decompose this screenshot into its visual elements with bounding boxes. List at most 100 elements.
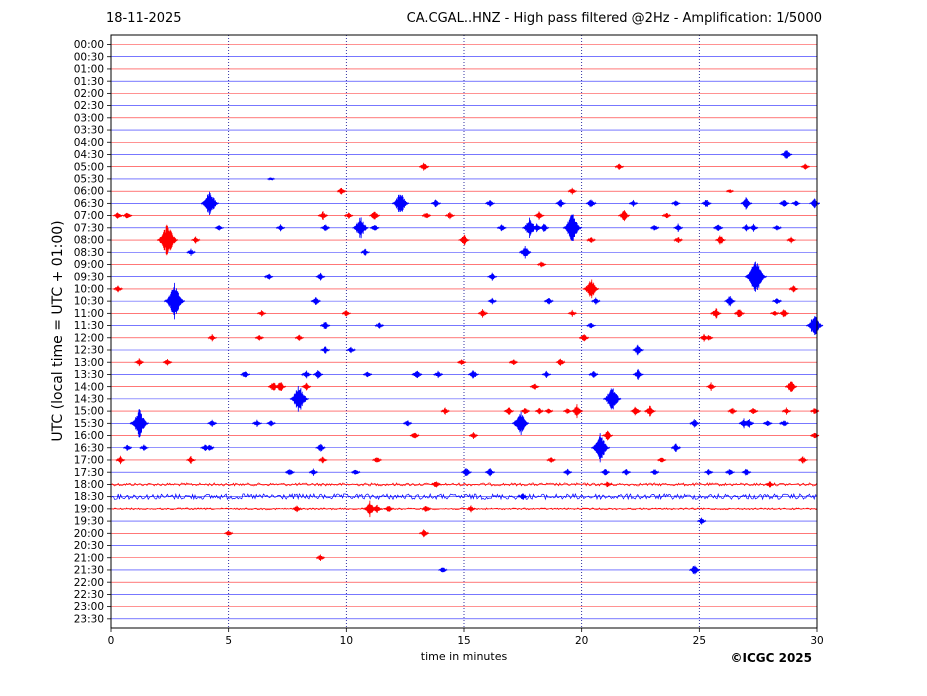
seismic-event (772, 225, 782, 231)
seismic-event (733, 309, 745, 318)
seismic-event (318, 456, 328, 464)
seismic-event (207, 334, 217, 342)
y-tick-label: 12:00 (74, 332, 104, 344)
seismic-event (320, 224, 330, 232)
y-tick-label: 08:00 (74, 235, 104, 247)
seismic-event (224, 531, 234, 536)
copyright-credit: ©ICGC 2025 (730, 651, 812, 665)
seismic-event (275, 224, 286, 232)
seismic-event (430, 481, 441, 488)
y-tick-label: 00:00 (74, 39, 104, 51)
seismic-event (458, 234, 470, 246)
seismic-event (689, 565, 701, 575)
y-tick-label: 22:30 (74, 589, 104, 601)
seismic-event (485, 200, 495, 207)
seismic-event (543, 297, 554, 305)
seismic-event (544, 408, 554, 414)
seismic-event (740, 197, 753, 210)
seismic-event (586, 322, 596, 329)
seismic-event (285, 469, 295, 476)
seismic-event (440, 407, 450, 415)
seismic-event (320, 346, 330, 354)
seismic-event (541, 370, 551, 378)
seismic-event (546, 457, 556, 463)
seismic-event (632, 368, 644, 380)
seismic-event (517, 493, 528, 500)
y-tick-label: 01:30 (74, 76, 104, 88)
seismic-event (531, 223, 543, 233)
y-tick-label: 20:00 (74, 528, 104, 540)
seismic-event (344, 212, 354, 219)
seismic-event (122, 444, 133, 451)
seismic-event (294, 334, 304, 341)
seismic-event (421, 505, 432, 512)
y-tick-label: 23:30 (74, 613, 104, 625)
x-axis-label: time in minutes (421, 650, 508, 663)
chart-date: 18-11-2025 (106, 11, 182, 26)
seismic-event (360, 248, 370, 256)
seismic-event (562, 408, 573, 414)
seismic-event (555, 199, 566, 208)
seismic-event (555, 358, 566, 366)
seismic-event (644, 405, 656, 417)
seismic-event (438, 567, 448, 573)
seismic-event (315, 554, 326, 562)
seismic-event (704, 335, 714, 341)
y-axis-label: UTC (local time = UTC + 01:00) (50, 220, 66, 441)
seismic-event (632, 344, 644, 356)
seismic-event (315, 443, 326, 452)
seismic-event (713, 224, 724, 231)
seismic-event (466, 505, 476, 513)
seismic-event (383, 506, 394, 512)
seismic-event (810, 432, 820, 439)
y-tick-label: 07:30 (74, 222, 104, 234)
y-tick-label: 17:00 (74, 455, 104, 467)
seismic-event (411, 370, 423, 379)
y-tick-label: 09:00 (74, 259, 104, 271)
y-tick-label: 19:00 (74, 503, 104, 515)
y-tick-label: 14:30 (74, 393, 104, 405)
seismic-event (186, 456, 196, 464)
seismic-event (748, 408, 759, 415)
seismic-event (267, 176, 275, 181)
seismic-event (741, 468, 752, 476)
y-tick-label: 00:30 (74, 51, 104, 63)
seismic-event (156, 224, 179, 256)
seismic-event (791, 200, 801, 207)
seismic-event (786, 236, 796, 244)
seismic-event (257, 310, 267, 317)
seismic-event (765, 481, 775, 488)
seismic-event (371, 504, 383, 513)
seismic-event (725, 189, 735, 193)
seismic-event (445, 211, 455, 220)
seismic-event (477, 309, 488, 318)
x-tick-label: 30 (810, 635, 823, 647)
trace-rows (110, 44, 824, 620)
seismic-event (266, 420, 276, 427)
seismic-event (315, 272, 326, 281)
seismic-event (351, 469, 361, 475)
seismic-event (743, 419, 755, 428)
seismic-event (744, 261, 767, 292)
seismic-event (374, 322, 384, 329)
y-tick-label: 20:30 (74, 540, 104, 552)
seismic-event (809, 198, 820, 209)
y-tick-label: 11:00 (74, 308, 104, 320)
seismic-event (336, 187, 347, 195)
y-tick-label: 22:00 (74, 577, 104, 589)
seismic-event (781, 407, 791, 415)
seismic-event (129, 409, 149, 438)
seismic-event (461, 468, 472, 476)
seismic-event (534, 407, 544, 415)
y-tick-label: 06:00 (74, 186, 104, 198)
seismic-event (186, 248, 196, 256)
y-tick-label: 19:30 (74, 516, 104, 528)
seismic-event (487, 297, 497, 305)
y-tick-label: 04:00 (74, 137, 104, 149)
seismic-event (115, 455, 126, 465)
vertical-gridlines (228, 35, 700, 628)
seismic-event (418, 162, 430, 171)
seismic-event (301, 370, 312, 379)
seismic-event (697, 517, 707, 525)
seismic-event (578, 334, 590, 342)
